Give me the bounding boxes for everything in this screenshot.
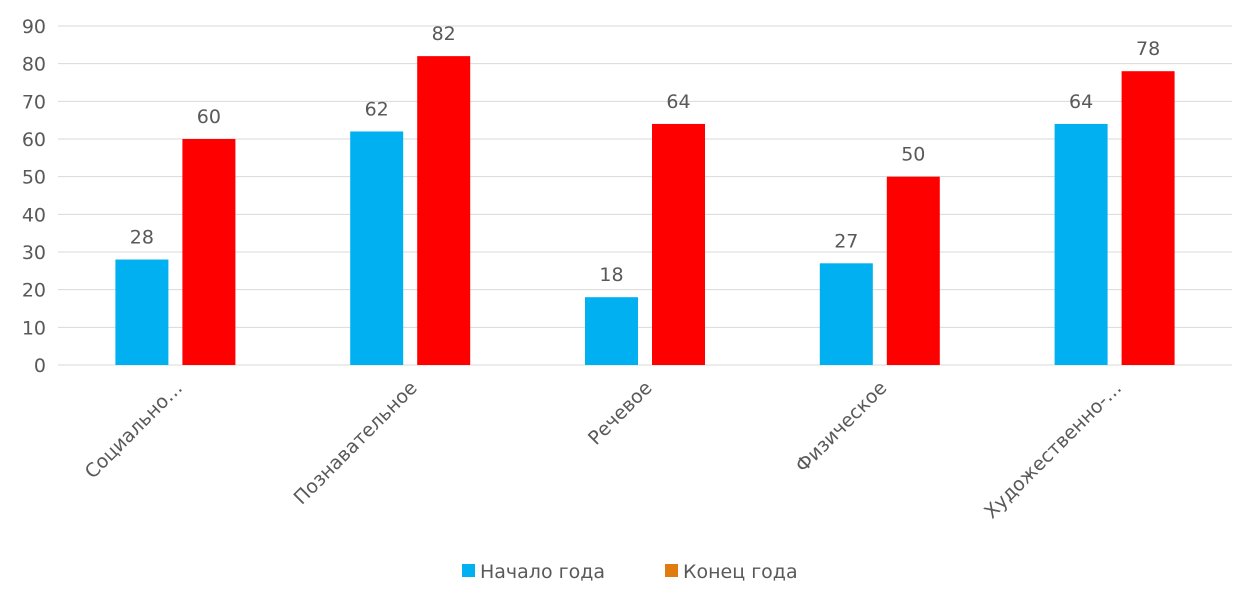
bars	[115, 56, 1175, 366]
legend-swatch	[462, 564, 475, 577]
x-axis-categories: Социально… Познавательное Речевое Физическо…	[81, 377, 1126, 523]
data-label: 18	[599, 264, 623, 286]
data-label: 82	[432, 23, 456, 45]
bar-start-4	[1054, 123, 1108, 365]
bar-start-3	[819, 263, 873, 365]
bar-end-1	[417, 56, 471, 366]
data-label: 62	[365, 98, 389, 120]
bar-start-2	[585, 297, 638, 365]
bar-end-3	[886, 176, 940, 365]
legend-swatch	[665, 564, 678, 577]
bar-start-1	[350, 131, 404, 365]
y-tick-label: 60	[22, 129, 46, 151]
y-tick-label: 0	[34, 355, 46, 377]
category-label: Речевое	[584, 377, 657, 450]
category-label: Художественно-…	[980, 377, 1126, 523]
bar-end-0	[182, 139, 236, 365]
bar-end-4	[1121, 71, 1175, 365]
data-label: 28	[130, 227, 154, 249]
y-tick-label: 70	[22, 91, 46, 113]
legend-label: Начало года	[480, 561, 605, 583]
data-label: 60	[197, 106, 221, 128]
y-axis-ticks: 0 10 20 30 40 50 60 70 80 90	[22, 16, 46, 377]
y-tick-label: 50	[22, 167, 46, 189]
y-tick-label: 20	[22, 280, 46, 302]
data-labels: 28 60 62 82 18 64 27 50 64 78	[130, 23, 1160, 286]
y-tick-label: 30	[22, 242, 46, 264]
y-tick-label: 40	[22, 204, 46, 226]
legend: Начало года Конец года	[462, 561, 798, 583]
bar-start-0	[115, 259, 169, 365]
data-label: 50	[901, 144, 925, 166]
data-label: 64	[1069, 91, 1093, 113]
data-label: 27	[834, 230, 858, 252]
data-label: 78	[1136, 38, 1160, 60]
data-label: 64	[666, 91, 690, 113]
bar-end-2	[652, 123, 705, 365]
y-tick-label: 10	[22, 317, 46, 339]
category-label: Социально…	[81, 377, 187, 483]
category-label: Физическое	[791, 377, 891, 477]
y-tick-label: 90	[22, 16, 46, 38]
category-label: Познавательное	[290, 377, 422, 509]
y-tick-label: 80	[22, 54, 46, 76]
gridlines	[58, 25, 1232, 366]
legend-label: Конец года	[683, 561, 798, 583]
